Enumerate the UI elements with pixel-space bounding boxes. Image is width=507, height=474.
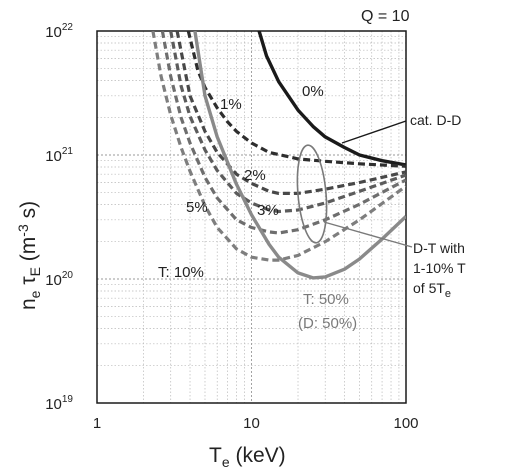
label-1pct: 1% — [220, 96, 242, 113]
label-d50: (D: 50%) — [298, 315, 357, 332]
y-tick-label: 1022 — [45, 22, 73, 41]
y-tick-label: 1019 — [45, 394, 73, 413]
series-line-6 — [193, 31, 406, 280]
label-2pct: 2% — [244, 167, 266, 184]
series-line-2 — [175, 31, 406, 195]
x-tick-label: 1 — [93, 415, 101, 432]
label-5pct: 5% — [186, 199, 208, 216]
x-tick-label: 100 — [393, 415, 418, 432]
label-3pct: 3% — [257, 202, 279, 219]
series-line-4 — [160, 31, 406, 235]
dt-ellipse — [296, 144, 328, 244]
series-line-3 — [169, 31, 406, 214]
catdd-pointer-line — [341, 120, 407, 144]
y-tick-label: 1021 — [45, 146, 73, 165]
label-t10: T: 10% — [158, 264, 204, 281]
label-dt-line1: D-T with — [413, 240, 465, 256]
curves — [151, 31, 406, 280]
y-axis-title: ne τE (m-3 s) — [15, 201, 43, 310]
chart-title: Q = 10 — [361, 8, 410, 25]
x-tick-label: 10 — [243, 415, 260, 432]
y-tick-label: 1020 — [45, 270, 73, 289]
series-line-0 — [257, 31, 406, 167]
label-dt-line2: 1-10% T — [413, 260, 466, 276]
series-line-5 — [151, 31, 406, 262]
label-dt-line3: of 5Te — [413, 280, 451, 300]
x-axis-title: Te (keV) — [209, 444, 286, 470]
label-t50: T: 50% — [303, 291, 349, 308]
axis-ticks: 1 10 100 1019 1020 1021 1022 — [45, 22, 418, 432]
label-catdd: cat. D-D — [410, 112, 461, 128]
dt-pointer-line — [323, 221, 413, 248]
label-0pct: 0% — [302, 83, 324, 100]
